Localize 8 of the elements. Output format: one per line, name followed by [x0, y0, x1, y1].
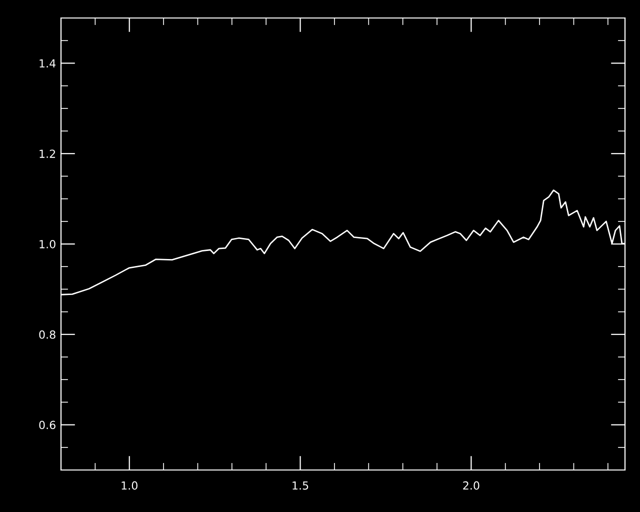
- x-tick-label: 2.0: [463, 481, 480, 490]
- y-tick-label: 0.6: [39, 420, 56, 430]
- x-tick-label: 1.0: [122, 481, 138, 490]
- y-tick-label: 1.0: [40, 240, 56, 248]
- y-tick-label: 1.4: [40, 59, 56, 68]
- y-tick-label: 0.8: [39, 330, 56, 339]
- y-tick-label: 1.2: [40, 150, 56, 158]
- x-tick-label: 1.5: [292, 481, 308, 490]
